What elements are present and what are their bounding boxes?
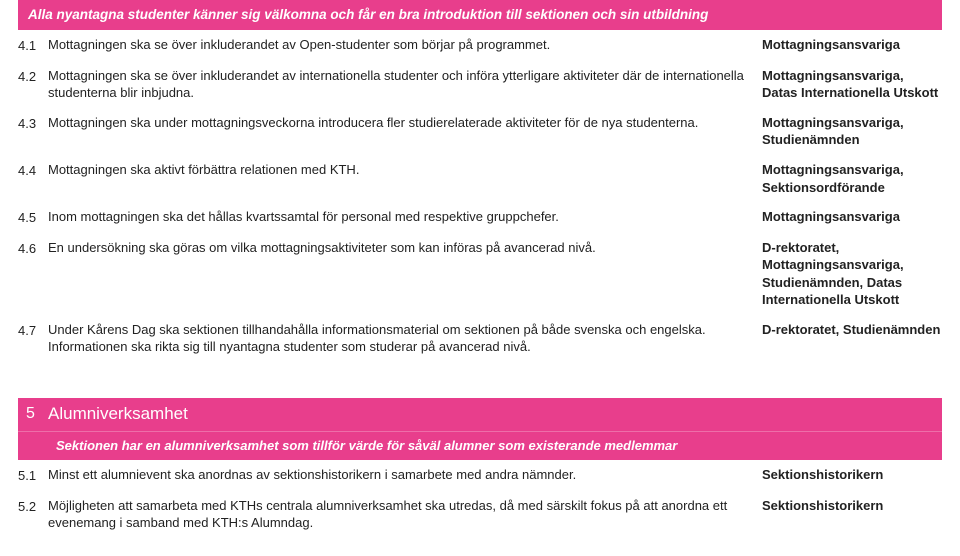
row-number: 4.7 xyxy=(18,321,48,340)
table-row: 4.4 Mottagningen ska aktivt förbättra re… xyxy=(18,155,942,202)
row-number: 5.2 xyxy=(18,497,48,516)
row-responsible: Mottagningsansvariga, Studienämnden xyxy=(762,114,942,149)
row-number: 4.5 xyxy=(18,208,48,227)
table-row: 5.2 Möjligheten att samarbeta med KTHs c… xyxy=(18,491,942,538)
row-responsible: Sektionshistorikern xyxy=(762,466,942,484)
table-row: 4.5 Inom mottagningen ska det hållas kva… xyxy=(18,202,942,233)
row-responsible: Mottagningsansvariga xyxy=(762,36,942,54)
row-description: Mottagningen ska se över inkluderandet a… xyxy=(48,67,762,102)
row-responsible: D-rektoratet, Studienämnden xyxy=(762,321,942,339)
row-description: Möjligheten att samarbeta med KTHs centr… xyxy=(48,497,762,532)
row-description: En undersökning ska göras om vilka motta… xyxy=(48,239,762,257)
row-number: 4.4 xyxy=(18,161,48,180)
row-description: Mottagningen ska se över inkluderandet a… xyxy=(48,36,762,54)
table-row: 4.7 Under Kårens Dag ska sektionen tillh… xyxy=(18,315,942,362)
section5-banner: Sektionen har en alumniverksamhet som ti… xyxy=(18,431,942,461)
row-number: 4.1 xyxy=(18,36,48,55)
table-row: 5.1 Minst ett alumnievent ska anordnas a… xyxy=(18,460,942,491)
section-number: 5 xyxy=(18,398,48,431)
row-number: 4.6 xyxy=(18,239,48,258)
table-row: 4.2 Mottagningen ska se över inkluderand… xyxy=(18,61,942,108)
table-row: 4.3 Mottagningen ska under mottagningsve… xyxy=(18,108,942,155)
table-row: 4.1 Mottagningen ska se över inkluderand… xyxy=(18,30,942,61)
row-description: Inom mottagningen ska det hållas kvartss… xyxy=(48,208,762,226)
row-number: 5.1 xyxy=(18,466,48,485)
section-title: Alumniverksamhet xyxy=(48,398,942,431)
row-description: Mottagningen ska under mottagningsveckor… xyxy=(48,114,762,132)
row-number: 4.3 xyxy=(18,114,48,133)
row-responsible: Mottagningsansvariga xyxy=(762,208,942,226)
table-row: 4.6 En undersökning ska göras om vilka m… xyxy=(18,233,942,315)
section5-header: 5 Alumniverksamhet xyxy=(18,398,942,431)
row-description: Mottagningen ska aktivt förbättra relati… xyxy=(48,161,762,179)
row-number: 4.2 xyxy=(18,67,48,86)
row-responsible: Sektionshistorikern xyxy=(762,497,942,515)
row-responsible: Mottagningsansvariga, Datas Internatione… xyxy=(762,67,942,102)
row-description: Under Kårens Dag ska sektionen tillhanda… xyxy=(48,321,762,356)
spacer xyxy=(18,362,942,398)
row-description: Minst ett alumnievent ska anordnas av se… xyxy=(48,466,762,484)
row-responsible: D-rektoratet, Mottagningsansvariga, Stud… xyxy=(762,239,942,309)
section4-banner: Alla nyantagna studenter känner sig välk… xyxy=(18,0,942,30)
row-responsible: Mottagningsansvariga, Sektionsordförande xyxy=(762,161,942,196)
